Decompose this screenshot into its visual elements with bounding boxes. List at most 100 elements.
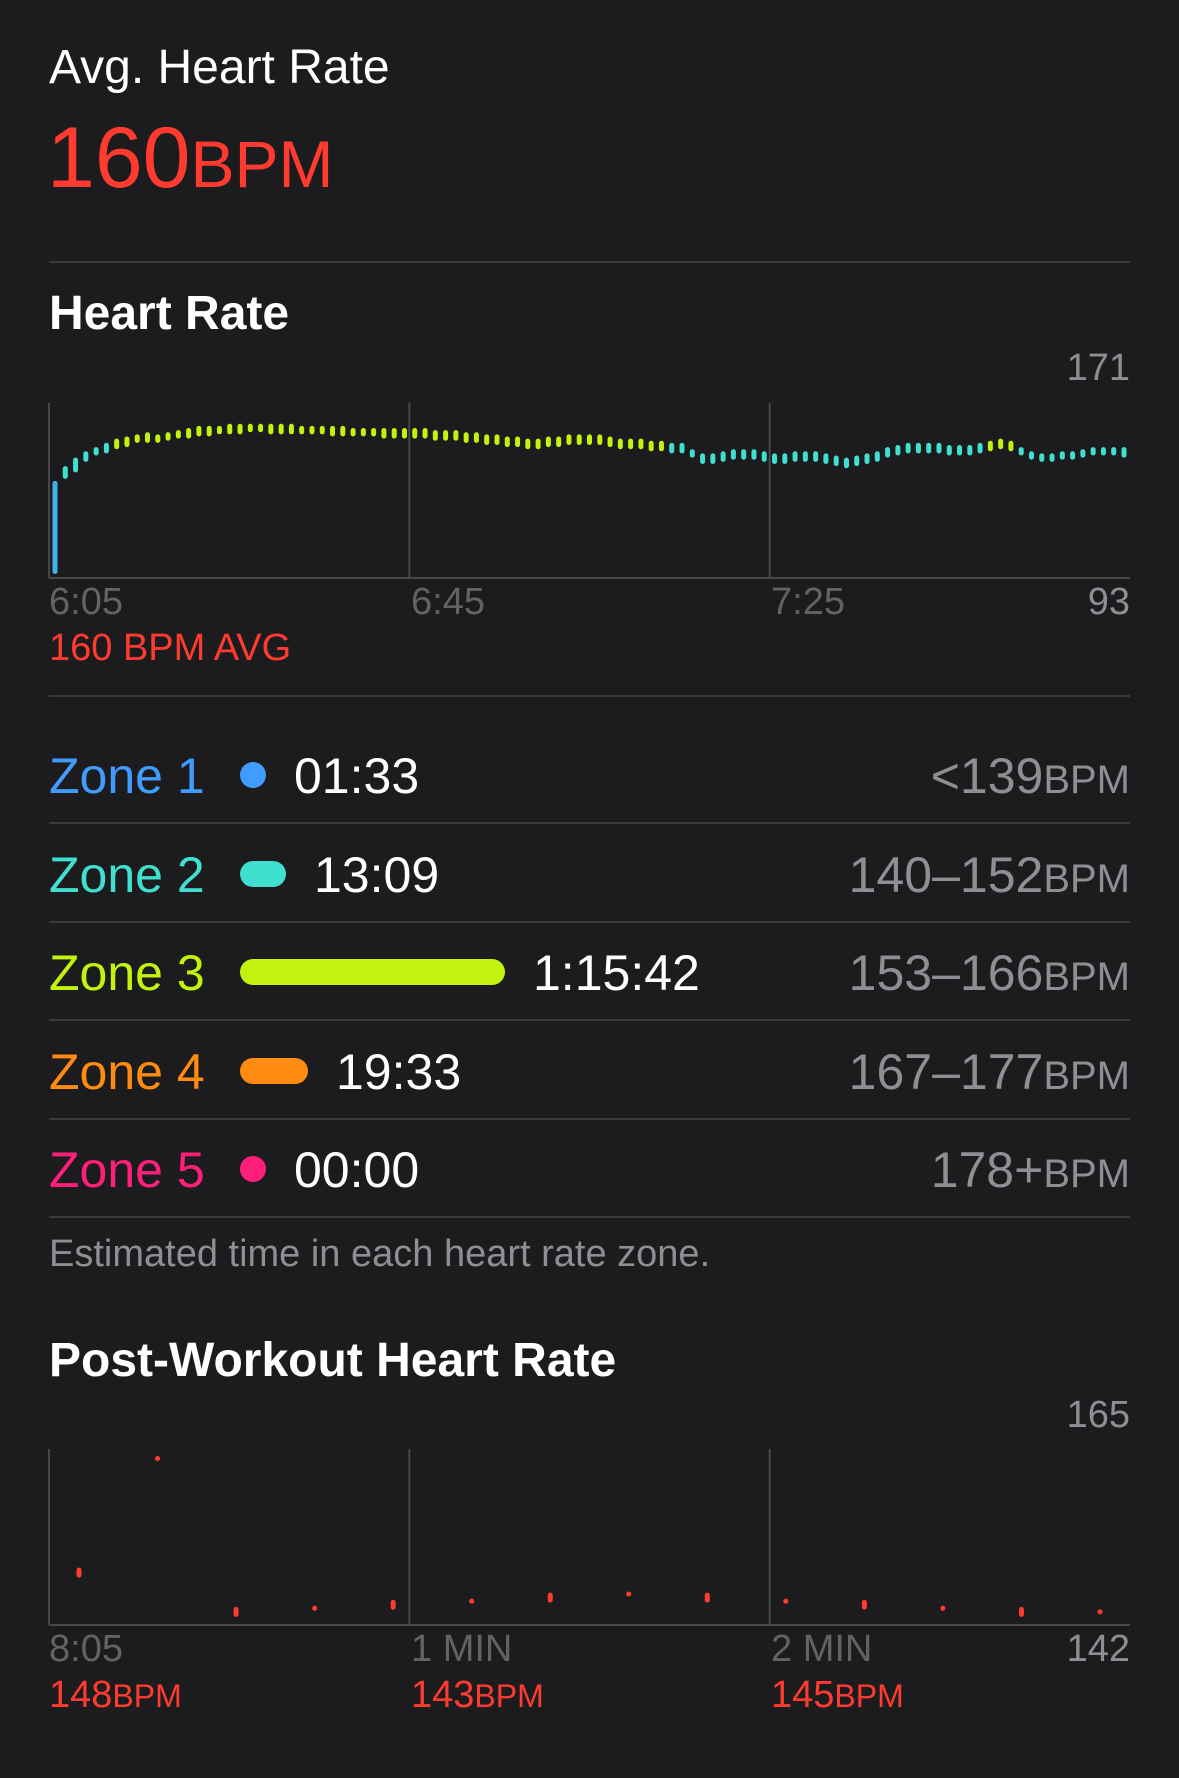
heart-rate-bar <box>186 428 192 439</box>
heart-rate-bar <box>175 430 181 439</box>
avg-heart-rate-label: Avg. Heart Rate <box>49 41 390 94</box>
zone-row: Zone 2 13:09 140–152BPM <box>49 825 1130 923</box>
heart-rate-bar <box>381 428 387 439</box>
heart-rate-bar <box>802 451 808 462</box>
post-workout-x-label-0: 8:05 <box>49 1628 123 1670</box>
heart-rate-bar <box>391 428 397 439</box>
heart-rate-bar <box>700 453 706 464</box>
heart-rate-bar <box>874 451 880 462</box>
heart-rate-bar <box>885 447 891 458</box>
heart-rate-bar <box>237 423 243 435</box>
heart-rate-bar <box>83 451 89 462</box>
heart-rate-bar <box>1100 447 1106 456</box>
heart-rate-x-label-1: 6:45 <box>411 581 485 623</box>
zone-divider <box>49 822 1130 824</box>
avg-heart-rate-number: 160 <box>47 110 191 206</box>
heart-rate-bar <box>494 434 500 445</box>
zone-range: 167–177BPM <box>849 1042 1130 1106</box>
heart-rate-bar <box>319 425 325 435</box>
heart-rate-bar <box>761 451 767 462</box>
heart-rate-bar <box>1039 453 1045 462</box>
post-workout-title: Post-Workout Heart Rate <box>49 1334 617 1387</box>
zone-divider <box>49 1117 1130 1120</box>
heart-rate-bar <box>772 453 778 464</box>
heart-rate-x-label-0: 6:05 <box>49 581 123 623</box>
heart-rate-bar <box>196 425 202 437</box>
post-workout-point <box>469 1598 475 1604</box>
heart-rate-bar <box>371 428 377 437</box>
heart-rate-bar <box>576 434 582 445</box>
heart-rate-bar <box>268 423 274 435</box>
zone-range-unit: BPM <box>1043 856 1130 901</box>
heart-rate-bar <box>473 432 479 443</box>
heart-rate-bar <box>124 436 130 448</box>
heart-rate-bar <box>669 442 675 454</box>
zone-range-value: <139 <box>930 748 1044 804</box>
heart-rate-bar <box>1121 447 1127 458</box>
heart-rate-bar <box>412 428 418 439</box>
post-workout-reading-2: 145BPM <box>771 1673 904 1718</box>
heart-rate-bar <box>936 442 942 454</box>
heart-rate-bar <box>1028 451 1034 460</box>
post-workout-reading-1: 143BPM <box>411 1673 544 1718</box>
post-workout-reading-2-value: 145 <box>771 1674 835 1716</box>
section-divider <box>49 261 1130 263</box>
heart-rate-bar <box>648 440 654 452</box>
zone-time: 1:15:42 <box>533 945 700 1001</box>
zone-time-bar <box>240 1057 308 1084</box>
heart-rate-y-min: 93 <box>1087 581 1130 623</box>
zone-time: 19:33 <box>336 1043 462 1100</box>
zone-time: 00:00 <box>294 1142 420 1198</box>
heart-rate-bar <box>689 449 695 458</box>
heart-rate-bar <box>1111 447 1117 456</box>
zone-range-value: 167–177 <box>848 1043 1044 1100</box>
heart-rate-bar <box>587 434 592 445</box>
heart-rate-bar <box>73 457 79 473</box>
heart-rate-x-label-2: 7:25 <box>771 581 845 623</box>
heart-rate-bar <box>525 438 531 450</box>
heart-rate-avg-label: 160 BPM AVG <box>49 627 292 669</box>
zone-time-bar <box>240 762 266 788</box>
zone-time: 01:33 <box>294 748 420 804</box>
zones-footnote: Estimated time in each heart rate zone. <box>49 1233 711 1275</box>
heart-rate-bar <box>1018 447 1024 456</box>
heart-rate-bar <box>443 430 449 441</box>
zone-time-bar <box>240 1156 266 1182</box>
heart-rate-bar <box>340 425 346 437</box>
heart-rate-bar <box>556 436 562 448</box>
heart-rate-bar <box>854 455 860 467</box>
post-workout-reading-0: 148BPM <box>49 1673 182 1718</box>
post-workout-point <box>312 1605 318 1611</box>
zone-row: Zone 4 19:33 167–177BPM <box>49 1022 1130 1120</box>
zone-range: 153–166BPM <box>849 943 1130 1007</box>
heart-rate-bar <box>782 453 788 464</box>
heart-rate-bar <box>823 453 829 464</box>
zone-range-unit: BPM <box>1043 1053 1130 1098</box>
zone-name: Zone 5 <box>49 1142 205 1198</box>
heart-rate-bar <box>915 442 921 454</box>
post-workout-y-min: 142 <box>1066 1628 1130 1670</box>
heart-rate-bar <box>114 438 120 450</box>
heart-rate-bar <box>545 436 551 448</box>
heart-rate-bar <box>134 434 140 443</box>
heart-rate-bar <box>52 480 58 574</box>
zone-time-bar <box>240 860 286 887</box>
heart-rate-bar <box>401 428 407 439</box>
heart-rate-bar <box>628 438 634 450</box>
heart-rate-bar <box>227 423 233 435</box>
heart-rate-bar <box>792 451 798 462</box>
heart-rate-bar <box>206 425 212 437</box>
heart-rate-bar <box>299 425 305 435</box>
heart-rate-bar <box>463 432 469 443</box>
heart-rate-bar <box>751 449 757 460</box>
heart-rate-bar <box>967 444 973 456</box>
heart-rate-bar <box>93 447 99 456</box>
section-divider <box>49 695 1130 697</box>
heart-rate-bar <box>1080 449 1086 458</box>
avg-heart-rate-value: 160BPM <box>47 108 334 214</box>
heart-rate-bar <box>165 432 171 441</box>
heart-rate-bar <box>309 425 315 435</box>
zone-divider <box>49 1019 1130 1021</box>
zone-range-value: 153–166 <box>848 945 1044 1001</box>
heart-rate-bar <box>905 442 911 454</box>
